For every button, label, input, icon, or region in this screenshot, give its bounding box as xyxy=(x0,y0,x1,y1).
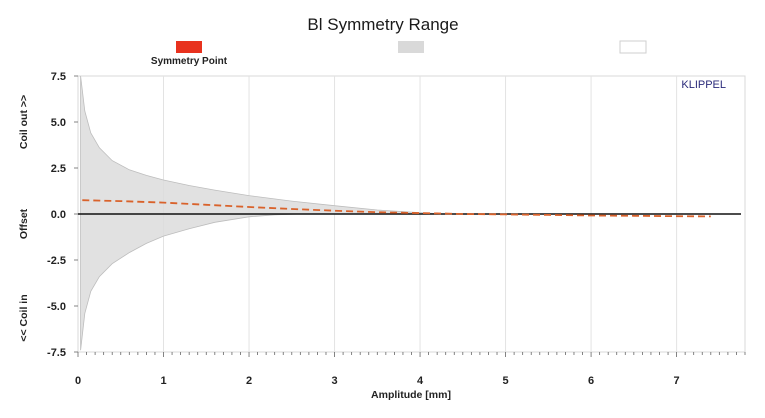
y-axis-label-3: << Coil in xyxy=(18,294,30,341)
x-tick-label: 1 xyxy=(160,375,166,387)
legend-swatch-2 xyxy=(398,41,424,53)
chart-title: Bl Symmetry Range xyxy=(307,15,458,34)
range-area-lower xyxy=(80,213,301,351)
x-axis-label: Amplitude [mm] xyxy=(371,389,451,401)
y-tick-label: -2.5 xyxy=(47,255,66,267)
y-tick-label: 7.5 xyxy=(51,71,66,83)
y-tick-label: 0.0 xyxy=(51,209,66,221)
y-tick-label: -7.5 xyxy=(47,347,66,359)
x-tick-label: 0 xyxy=(75,375,81,387)
legend-swatch-1 xyxy=(176,41,202,53)
x-tick-label: 3 xyxy=(331,375,337,387)
x-tick-label: 6 xyxy=(588,375,594,387)
x-tick-label: 4 xyxy=(417,375,424,387)
x-tick-label: 5 xyxy=(503,375,509,387)
symmetry-point-line xyxy=(82,199,711,218)
legend-swatch-3 xyxy=(619,40,647,54)
legend-label-1: Symmetry Point xyxy=(151,56,228,67)
x-tick-label: 7 xyxy=(674,375,680,387)
x-tick-label: 2 xyxy=(246,375,252,387)
y-tick-label: -5.0 xyxy=(47,301,66,313)
y-axis-label-2: Offset xyxy=(18,208,30,239)
y-tick-label: 5.0 xyxy=(51,117,66,129)
brand-label: KLIPPEL xyxy=(681,79,726,91)
y-tick-label: 2.5 xyxy=(51,163,66,175)
y-axis-label-1: Coil out >> xyxy=(18,95,30,149)
